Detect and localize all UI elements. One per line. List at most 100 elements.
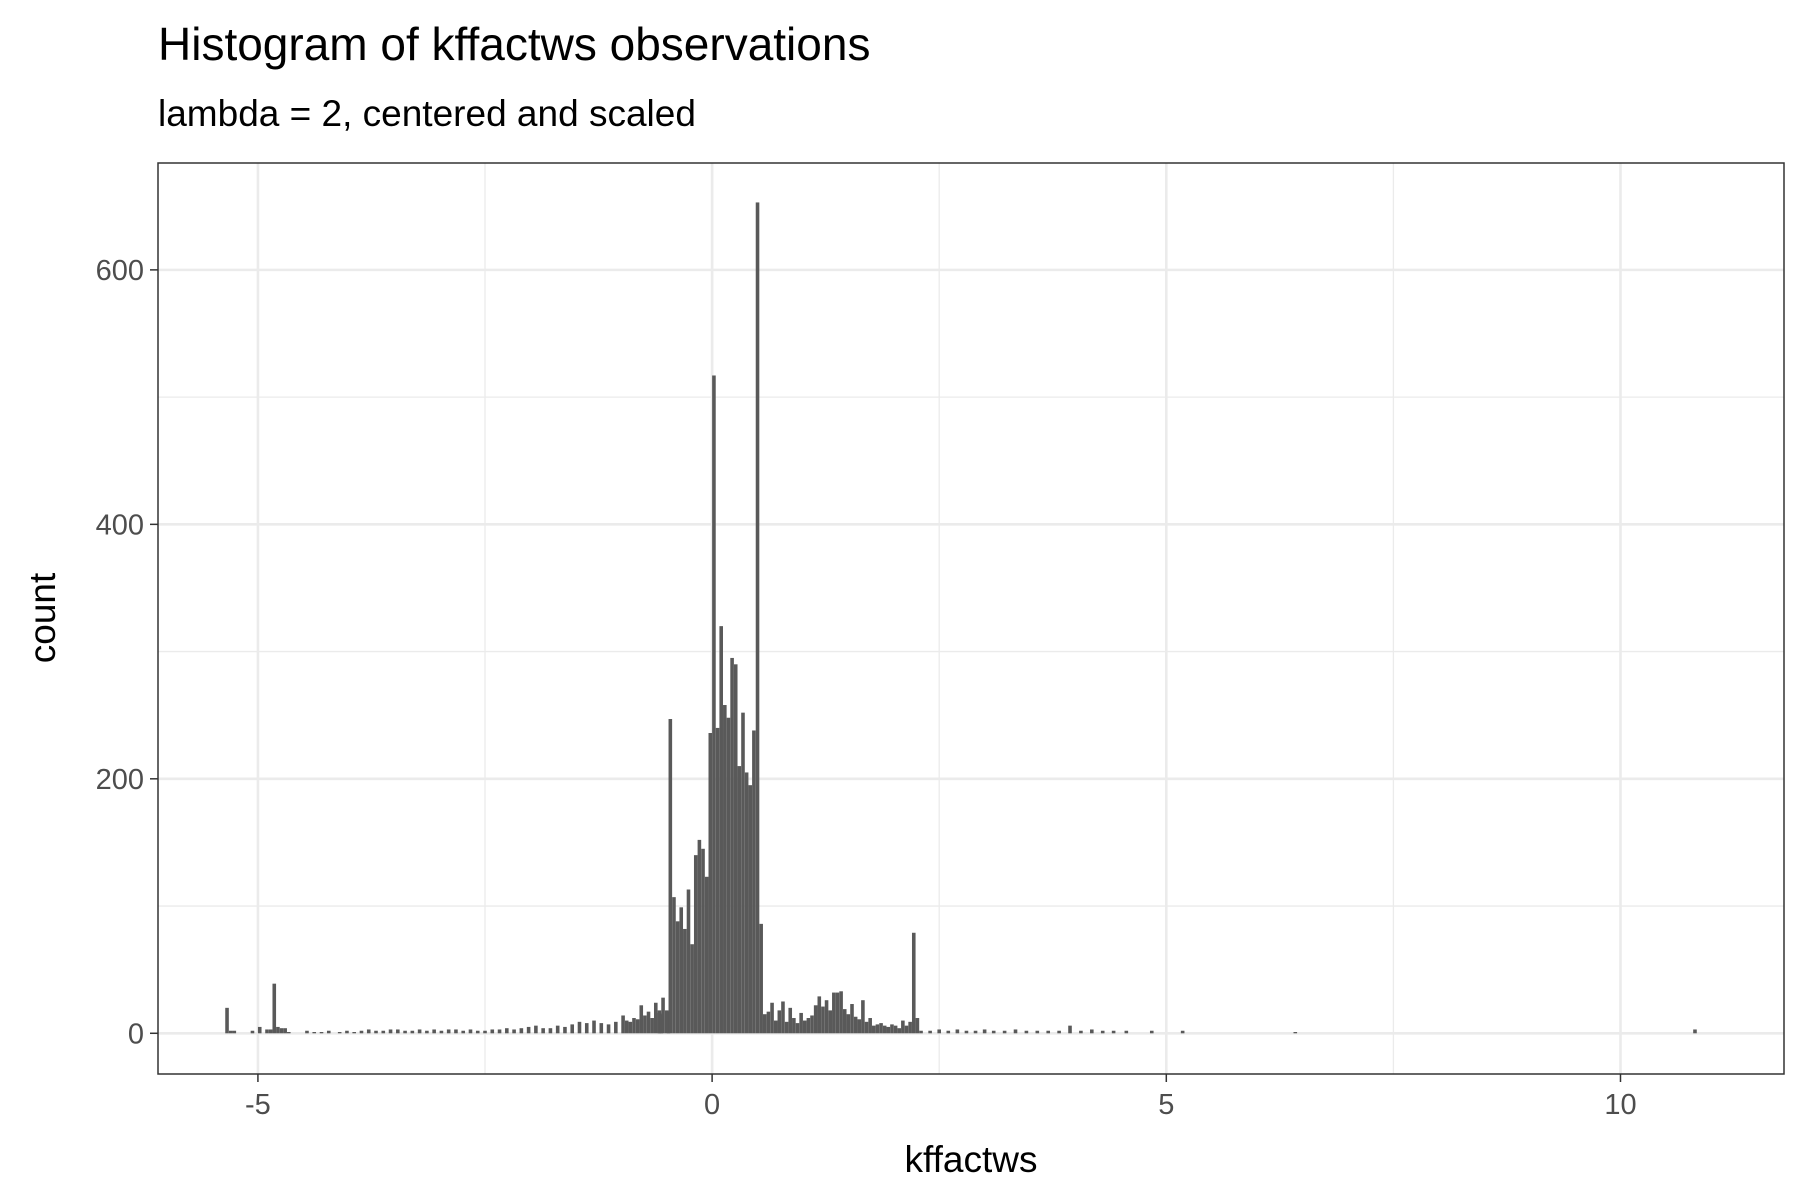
histogram-bar — [584, 1023, 589, 1034]
histogram-bar — [621, 1015, 625, 1034]
histogram-bar — [563, 1026, 567, 1034]
histogram-bar — [570, 1024, 575, 1034]
histogram-bar — [857, 1019, 862, 1034]
histogram-bar — [1002, 1030, 1007, 1034]
histogram-bar — [1180, 1030, 1185, 1034]
histogram-bar — [730, 657, 734, 1034]
grid-lines — [158, 163, 1784, 1074]
histogram-bar — [268, 1029, 273, 1034]
histogram-bar — [839, 991, 843, 1034]
histogram-bar — [784, 1021, 789, 1034]
histogram-bar — [712, 375, 716, 1034]
histogram-bar — [497, 1029, 502, 1034]
histogram-bar — [1124, 1030, 1129, 1034]
histogram-bar — [795, 1023, 800, 1034]
histogram-bar — [337, 1032, 342, 1034]
histogram-bar — [650, 1018, 654, 1034]
histogram-bar — [733, 664, 738, 1034]
histogram-bar — [643, 1015, 647, 1034]
histogram-bar — [417, 1029, 422, 1034]
y-tick-label: 400 — [96, 509, 144, 541]
histogram-bar — [279, 1028, 284, 1034]
histogram-bar — [1111, 1030, 1116, 1034]
histogram-bar — [744, 772, 749, 1034]
histogram-bar — [773, 1020, 778, 1034]
histogram-bar — [432, 1029, 436, 1034]
histogram-bar — [770, 1002, 774, 1034]
histogram-bar — [806, 1018, 811, 1034]
histogram-bar — [777, 1010, 782, 1034]
histogram-bar — [614, 1021, 618, 1034]
histogram-bar — [403, 1030, 407, 1034]
histogram-bar — [919, 1030, 923, 1034]
histogram-bar — [693, 855, 698, 1034]
histogram-bar — [526, 1026, 531, 1034]
histogram-bar — [659, 1014, 664, 1034]
histogram-bar — [512, 1029, 516, 1034]
histogram-bar — [592, 1020, 596, 1034]
histogram-bar — [719, 626, 723, 1034]
histogram-bar — [846, 1014, 851, 1034]
histogram-bar — [748, 785, 753, 1034]
histogram-bar — [875, 1024, 880, 1034]
histogram-bar — [305, 1030, 309, 1034]
histogram-bar — [675, 921, 680, 1034]
histogram-bar — [766, 1011, 771, 1034]
histogram-bar — [752, 730, 756, 1034]
histogram-bar — [1035, 1030, 1040, 1034]
histogram-bar — [759, 923, 763, 1034]
histogram-bar — [632, 1018, 636, 1034]
histogram-bar — [541, 1028, 545, 1034]
x-axis-title: kffactws — [905, 1139, 1038, 1180]
histogram-bar — [1057, 1030, 1061, 1034]
histogram-bar — [824, 1000, 829, 1034]
histogram-bar — [886, 1026, 891, 1034]
histogram-bar — [810, 1015, 814, 1034]
histogram-bar — [1024, 1030, 1029, 1034]
histogram-bar — [1079, 1030, 1083, 1034]
histogram-bar — [817, 996, 822, 1034]
histogram-bar — [272, 983, 277, 1034]
histogram-bar — [548, 1028, 553, 1034]
chart-subtitle: lambda = 2, centered and scaled — [158, 93, 696, 134]
histogram-bar — [257, 1026, 262, 1034]
histogram-bar — [701, 848, 705, 1034]
histogram-bar — [755, 202, 760, 1034]
histogram-bar — [283, 1028, 287, 1034]
histogram-bar — [352, 1032, 357, 1034]
histogram-bar — [646, 1011, 651, 1034]
y-axis-title: count — [22, 572, 63, 663]
histogram-bar — [973, 1030, 978, 1034]
y-tick-label: 0 — [128, 1018, 144, 1050]
histogram-bar — [635, 1019, 640, 1034]
histogram-bar — [439, 1030, 444, 1034]
histogram-bar — [1149, 1030, 1154, 1034]
histogram-bar — [799, 1012, 803, 1034]
x-tick-label: 5 — [1158, 1089, 1174, 1121]
histogram-bar — [937, 1029, 942, 1034]
histogram-bar — [1693, 1029, 1697, 1034]
histogram-bar — [832, 992, 836, 1034]
histogram-bar — [312, 1032, 317, 1034]
histogram-bar — [763, 1014, 767, 1034]
histogram-bar — [1046, 1030, 1051, 1034]
histogram-bar — [410, 1030, 415, 1034]
histogram-bar — [468, 1029, 473, 1034]
histogram-bar — [928, 1030, 932, 1034]
histogram-bar — [228, 1030, 233, 1034]
histogram-bar — [265, 1029, 269, 1034]
histogram-bar — [679, 907, 684, 1034]
histogram-bar — [366, 1029, 371, 1034]
histogram-bar — [475, 1030, 480, 1034]
histogram-bar — [396, 1029, 400, 1034]
histogram-bar — [911, 932, 916, 1034]
histogram-bar — [668, 719, 673, 1034]
histogram-bar — [1013, 1029, 1018, 1034]
histogram-bar — [964, 1030, 969, 1034]
histogram-bar — [715, 727, 720, 1034]
y-tick-label: 200 — [96, 764, 144, 796]
histogram-bar — [287, 1032, 291, 1034]
histogram-bar — [388, 1029, 393, 1034]
